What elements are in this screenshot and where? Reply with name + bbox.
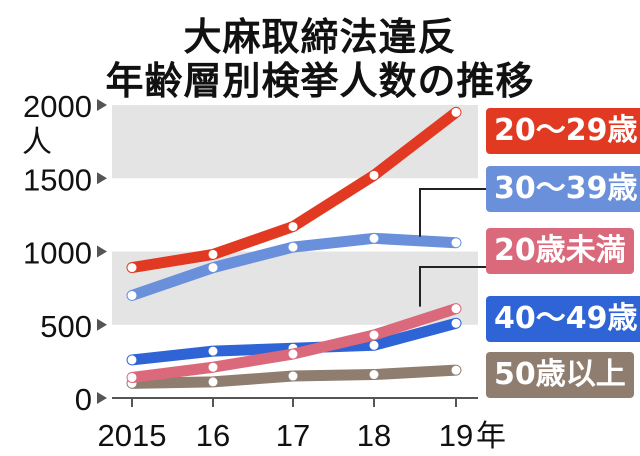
data-point [208,249,218,259]
y-tick-marker [97,172,107,185]
data-point [369,233,379,243]
chart-title: 大麻取締法違反 [183,15,457,59]
legend-item: 50歳以上 [486,352,634,398]
x-tick-label: 19 [439,418,473,453]
y-axis-label: 人 [22,125,52,160]
data-point [208,362,218,372]
data-point [369,340,379,350]
data-point [127,355,137,365]
y-tick-label: 0 [75,382,92,417]
data-point [369,170,379,180]
chart-subtitle: 年齢層別検挙人数の推移 [105,59,535,103]
y-tick-label: 1500 [23,162,92,197]
data-point [451,365,461,375]
data-point [451,318,461,328]
data-point [208,263,218,273]
data-point [288,242,298,252]
legend-item: 20歳未満 [486,228,634,274]
data-point [451,107,461,117]
y-tick-marker [97,318,107,331]
data-point [451,238,461,248]
y-tick-label: 500 [40,309,92,344]
y-tick-label: 1000 [23,236,92,271]
legend-item: 40〜49歳 [486,296,640,342]
data-point [208,377,218,387]
data-point [288,222,298,232]
data-point [127,372,137,382]
legend-item: 30〜39歳 [486,166,640,212]
data-point [288,349,298,359]
data-point [288,371,298,381]
data-point [208,346,218,356]
x-tick-label: 18 [357,418,391,453]
legend-leader-line [419,266,486,307]
data-point [369,330,379,340]
data-point [127,290,137,300]
x-tick-label: 17 [276,418,310,453]
y-tick-marker [97,99,107,111]
legend-leader-line [419,188,486,237]
y-tick-marker [97,392,107,404]
legend-item: 20〜29歳 [486,108,640,154]
data-point [369,370,379,380]
x-tick-label: 2015 [98,418,167,453]
y-tick-marker [97,245,107,258]
x-axis-label: 年 [476,419,506,454]
data-point [451,304,461,314]
data-point [127,263,137,273]
y-tick-label: 2000 [23,89,92,124]
x-tick-label: 16 [196,418,230,453]
